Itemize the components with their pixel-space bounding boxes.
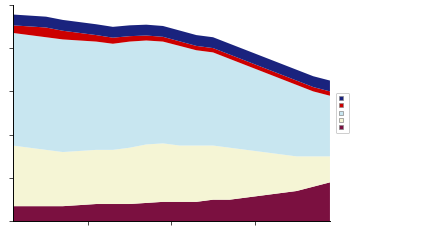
Legend:  ,  ,  ,  ,  : , , , , xyxy=(336,93,349,133)
